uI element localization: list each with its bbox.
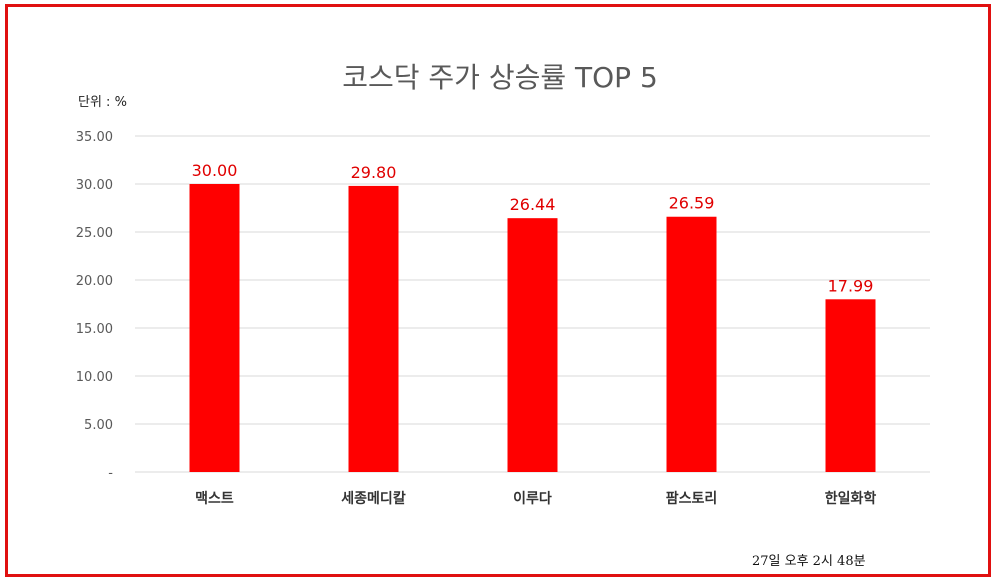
bars xyxy=(189,184,876,473)
y-tick-label: 35.00 xyxy=(76,130,113,145)
data-label: 26.44 xyxy=(510,195,556,214)
data-label: 26.59 xyxy=(669,194,715,213)
x-axis-ticks: 맥스트 세종메디칼 이루다 팜스토리 한일화학 xyxy=(195,490,876,507)
y-tick-label: 15.00 xyxy=(76,322,113,337)
y-tick-label: 30.00 xyxy=(76,178,113,193)
x-tick-label: 한일화학 xyxy=(825,491,877,507)
bar xyxy=(825,299,876,472)
y-tick-label: 10.00 xyxy=(76,370,113,385)
y-tick-label: 20.00 xyxy=(76,274,113,289)
chart-title: 코스닥 주가 상승률 TOP 5 xyxy=(342,61,658,94)
chart-frame xyxy=(5,4,991,577)
bar xyxy=(666,216,717,472)
data-labels: 30.00 29.80 26.44 26.59 17.99 xyxy=(192,161,874,295)
timestamp: 27일 오후 2시 48분 xyxy=(752,554,866,569)
y-tick-label: 5.00 xyxy=(84,418,113,433)
y-axis-ticks: - 5.00 10.00 15.00 20.00 25.00 30.00 35.00 xyxy=(76,130,114,481)
x-tick-label: 맥스트 xyxy=(195,490,234,507)
x-tick-label: 세종메디칼 xyxy=(341,491,406,507)
unit-label: 단위 : % xyxy=(78,95,127,110)
x-tick-label: 이루다 xyxy=(513,490,552,507)
data-label: 17.99 xyxy=(828,276,874,295)
x-tick-label: 팜스토리 xyxy=(666,490,718,507)
y-tick-label: 25.00 xyxy=(76,226,113,241)
bar xyxy=(189,184,240,472)
data-label: 29.80 xyxy=(351,163,397,182)
bar xyxy=(348,185,399,473)
bar xyxy=(507,218,558,472)
data-label: 30.00 xyxy=(192,161,238,180)
y-tick-label: - xyxy=(108,466,113,481)
